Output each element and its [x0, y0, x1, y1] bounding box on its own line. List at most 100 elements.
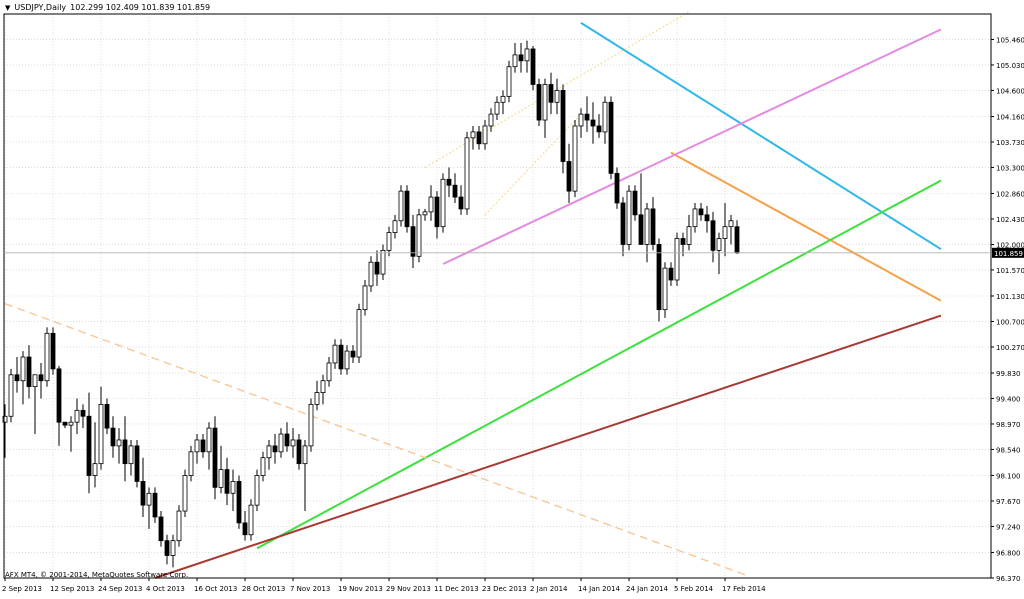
candle-body [170, 540, 176, 556]
blue-trendline [580, 22, 942, 251]
candle-body [542, 84, 548, 121]
candle-body [704, 214, 710, 222]
candle-body [272, 445, 278, 453]
candle-body [194, 439, 200, 453]
candle-body [734, 226, 740, 254]
candle-body [416, 214, 422, 257]
candle-body [476, 131, 482, 145]
candle-body [512, 54, 518, 68]
y-tick-label: 101.130 [996, 293, 1024, 301]
candle-body [74, 409, 80, 423]
y-tick-label: 102.000 [996, 241, 1024, 249]
candle-body [356, 309, 362, 358]
candle-body [458, 196, 464, 210]
y-tick-label: 97.240 [996, 523, 1021, 531]
y-tick-label: 104.160 [996, 113, 1024, 121]
current-price-label: 101.859 [994, 250, 1023, 258]
brown-trendline [154, 314, 942, 579]
candle-body [248, 504, 254, 536]
candle-body [104, 404, 110, 429]
candle-body [404, 190, 410, 228]
candle-body [122, 439, 128, 465]
candle-body [44, 332, 50, 382]
dropdown-triangle-icon[interactable]: ▼ [5, 3, 11, 12]
y-tick-label: 99.830 [996, 370, 1021, 378]
candle-body [338, 344, 344, 370]
y-tick-label: 103.300 [996, 164, 1024, 172]
candle-body [254, 475, 260, 506]
candle-body [638, 214, 644, 245]
candle-body [146, 492, 152, 506]
candle-body [710, 220, 716, 251]
candle-body [464, 137, 470, 210]
candle-body [560, 90, 566, 162]
candle-body [524, 48, 530, 62]
candle-body [446, 178, 452, 186]
candle-body [584, 113, 590, 121]
candle-body [554, 90, 560, 103]
candle-body [266, 445, 272, 459]
candle-body [596, 125, 602, 133]
x-tick-label: 2 Jan 2014 [530, 585, 568, 593]
candle-body [26, 356, 32, 388]
candle-body [728, 220, 734, 228]
candle-body [350, 350, 356, 358]
candle-body [278, 433, 284, 453]
candle-body [362, 285, 368, 311]
candle-body [674, 238, 680, 281]
candle-body [314, 392, 320, 405]
candle-body [380, 249, 386, 275]
candle-body [656, 244, 662, 311]
candle-body [590, 119, 596, 127]
candle-body [620, 202, 626, 245]
x-tick-label: 5 Feb 2014 [674, 585, 714, 593]
candle-body [62, 421, 68, 426]
candle-body [188, 451, 194, 476]
x-tick-label: 2 Sep 2013 [2, 585, 42, 593]
y-tick-label: 98.540 [996, 446, 1021, 454]
candle-body [212, 427, 218, 488]
candle-body [116, 439, 122, 447]
candle-body [662, 267, 668, 311]
candle-body [38, 374, 44, 382]
x-tick-label: 14 Jan 2014 [578, 585, 621, 593]
candle-body [344, 350, 350, 370]
x-tick-label: 16 Oct 2013 [194, 585, 237, 593]
y-tick-label: 98.970 [996, 421, 1021, 429]
candle-body [134, 445, 140, 482]
dashed-trendline [4, 303, 750, 577]
candle-body [14, 374, 20, 382]
candle-body [668, 267, 674, 281]
candle-body [152, 492, 158, 518]
candle-body [8, 374, 14, 417]
candle-body [602, 101, 608, 133]
axis-layer: 105.460 105.030 104.600 104.160 103.730 103.3… [2, 13, 1024, 593]
x-tick-label: 24 Jan 2014 [626, 585, 669, 593]
candle-body [224, 469, 230, 494]
candle-body [368, 261, 374, 287]
candle-body [68, 421, 74, 426]
candle-body [290, 439, 296, 447]
y-tick-label: 98.100 [996, 473, 1021, 481]
candle-body [140, 481, 146, 506]
candle-body [578, 113, 584, 127]
candle-body [128, 445, 134, 465]
candle-body [434, 196, 440, 228]
candle-body [698, 208, 704, 216]
y-tick-label: 101.570 [996, 267, 1024, 275]
candle-body [608, 101, 614, 174]
candle-body [398, 190, 404, 222]
y-tick-label: 96.370 [996, 575, 1021, 583]
candle-body [692, 208, 698, 228]
candle-body [260, 457, 266, 476]
candle-body [644, 208, 650, 245]
candle-body [98, 404, 104, 465]
candle-body [326, 362, 332, 382]
green-trendline [256, 179, 942, 550]
candle-body [572, 125, 578, 192]
y-tick-label: 104.600 [996, 87, 1024, 95]
candle-body [56, 368, 62, 423]
